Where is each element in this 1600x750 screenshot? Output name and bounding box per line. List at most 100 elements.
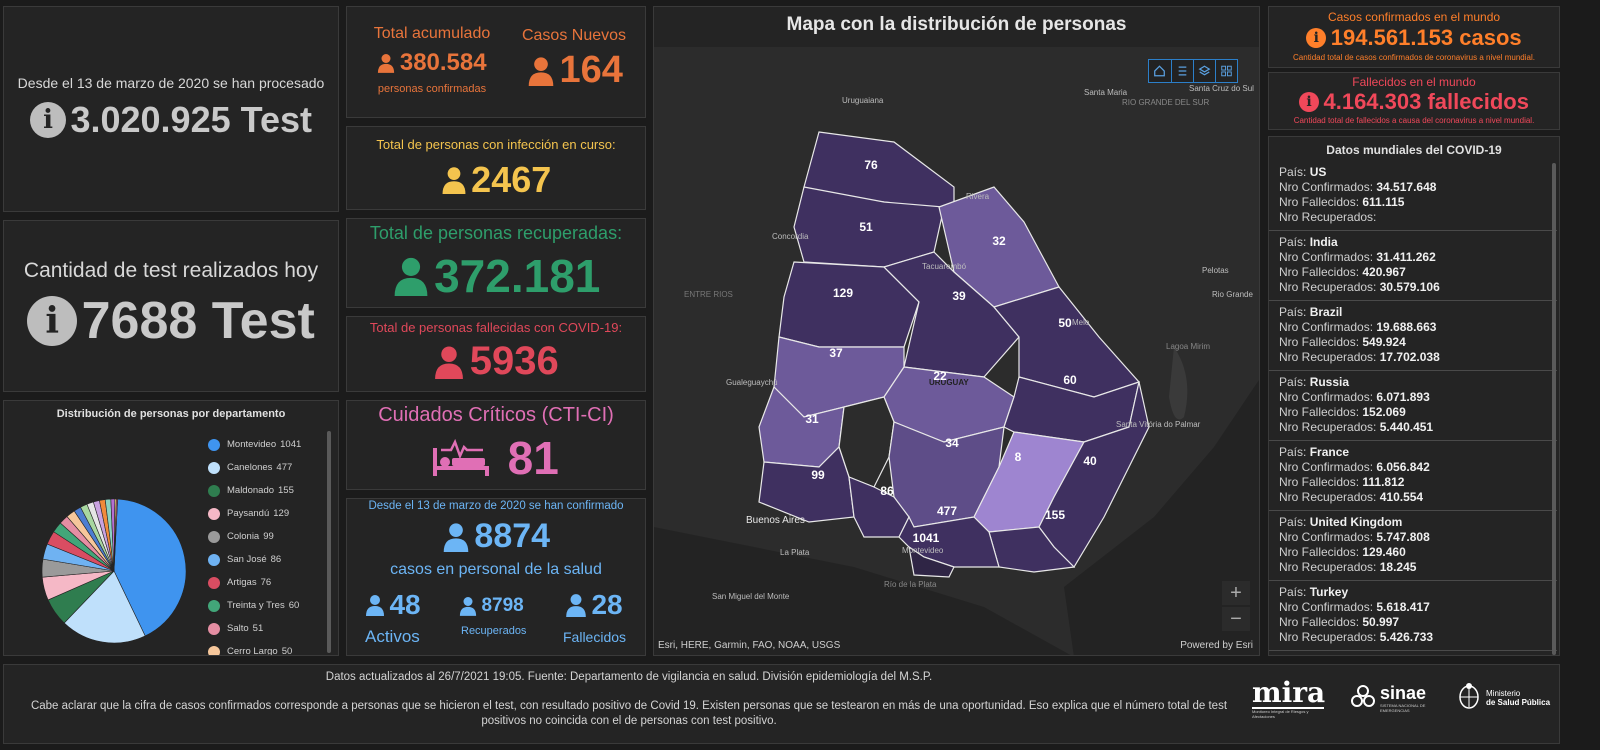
pie-legend-item[interactable]: Treinta y Tres 60 [208, 594, 323, 617]
world-item-country-label: País: [1279, 585, 1310, 599]
world-deaths-value: 4.164.303 fallecidos [1323, 89, 1529, 114]
staff-deaths-label: Fallecidos [563, 629, 627, 645]
pie-chart-panel: Distribución de personas por departament… [3, 400, 339, 656]
zoom-out-button[interactable]: − [1222, 607, 1250, 631]
staff-recovered-value: 8798 [481, 595, 524, 616]
world-item-country-row: País: Brazil [1279, 305, 1547, 320]
tests-total-value: 3.020.925 Test [70, 99, 312, 140]
pie-legend-item[interactable]: Maldonado 155 [208, 479, 323, 502]
world-list-item[interactable]: País: India Nro Confirmados: 31.411.262 Nr… [1269, 231, 1557, 301]
world-item-deaths-label: Nro Fallecidos: [1279, 405, 1363, 419]
tests-today-label: Cantidad de test realizados hoy [23, 259, 319, 282]
person-icon [366, 595, 384, 616]
pie-legend-scrollbar[interactable] [327, 431, 331, 653]
recovered-panel: Total de personas recuperadas: 372.181 [346, 218, 646, 308]
map-canvas[interactable]: Uruguaiana Santa Maria Santa Cruz do Sul… [654, 47, 1260, 656]
dept-rocha [1038, 381, 1150, 568]
new-cases-label: Casos Nuevos [521, 27, 627, 44]
pie-legend-item[interactable]: Cerro Largo 50 [208, 640, 323, 656]
world-item-recovered-value: 30.579.106 [1379, 280, 1440, 294]
pie-legend-item[interactable]: Colonia 99 [208, 525, 323, 548]
map-place-label: Santa Maria [1084, 88, 1128, 97]
world-item-deaths-row: Nro Fallecidos: 111.812 [1279, 475, 1547, 490]
home-icon[interactable] [1149, 60, 1171, 82]
pie-legend-item[interactable]: Artigas 76 [208, 571, 323, 594]
zoom-in-button[interactable]: + [1222, 581, 1250, 605]
legend-label: Cerro Largo [227, 646, 278, 656]
uruguay-departments[interactable] [758, 131, 1150, 578]
map-place-label: Río de la Plata [884, 580, 937, 589]
info-icon: i [27, 296, 78, 346]
msp-logo-line1: Ministerio [1486, 689, 1521, 698]
staff-active-label: Activos [365, 627, 420, 646]
dept-value-label: 8 [1015, 450, 1022, 464]
tests-total-label: Desde el 13 de marzo de 2020 se han proc… [17, 75, 325, 91]
world-item-confirmed-value: 6.056.842 [1376, 460, 1430, 474]
map-powered-by[interactable]: Powered by Esri [1180, 640, 1253, 651]
world-item-confirmed-value: 19.688.663 [1376, 320, 1437, 334]
layers-icon[interactable] [1193, 60, 1215, 82]
world-item-country-row: País: France [1279, 445, 1547, 460]
legend-swatch [208, 461, 220, 474]
world-item-deaths-row: Nro Fallecidos: 129.460 [1279, 545, 1547, 560]
world-list-item[interactable]: País: ArgentinaNro Confirmados: 4.846.61… [1269, 651, 1557, 655]
dept-value-label: 477 [937, 504, 957, 518]
dept-value-label: 40 [1083, 454, 1097, 468]
pie-slice-canelones[interactable] [63, 570, 146, 644]
list-icon[interactable] [1171, 60, 1193, 82]
pie-legend-item[interactable]: Salto 51 [208, 617, 323, 640]
world-item-deaths-label: Nro Fallecidos: [1279, 195, 1363, 209]
world-confirmed-value: 194.561.153 casos [1330, 25, 1522, 50]
pie-legend-item[interactable]: Montevideo 1041 [208, 433, 323, 456]
sinae-symbol-icon [1351, 685, 1375, 707]
grid-icon[interactable] [1215, 60, 1237, 82]
active-value: 2467 [471, 159, 552, 200]
world-item-deaths-label: Nro Fallecidos: [1279, 265, 1363, 279]
world-list-item[interactable]: País: United Kingdom Nro Confirmados: 5.7… [1269, 511, 1557, 581]
world-item-recovered-value: 5.426.733 [1379, 630, 1434, 644]
world-deaths-note: Cantidad total de fallecidos a causa del… [1293, 116, 1535, 125]
tests-today-value-row: i 7688 Test [4, 291, 338, 351]
world-item-confirmed-row: Nro Confirmados: 34.517.648 [1279, 180, 1547, 195]
world-item-deaths-value: 420.967 [1362, 265, 1406, 279]
person-icon [459, 597, 477, 616]
pie-slice-flores[interactable] [113, 498, 118, 572]
critical-value-row: 81 [347, 431, 645, 485]
world-item-confirmed-value: 5.747.808 [1376, 530, 1430, 544]
dept-value-label: 99 [811, 468, 825, 482]
world-item-country-value: Russia [1309, 375, 1350, 389]
world-item-deaths-row: Nro Fallecidos: 50.997 [1279, 615, 1547, 630]
map-dept-values: 76 51 32 129 39 50 37 22 60 31 34 8 40 9… [805, 158, 1097, 545]
world-list-item[interactable]: País: US Nro Confirmados: 34.517.648 Nro F… [1269, 161, 1557, 231]
pie-legend-item[interactable]: San José 86 [208, 548, 323, 571]
world-item-deaths-row: Nro Fallecidos: 152.069 [1279, 405, 1547, 420]
map-place-label: ENTRE RIOS [684, 290, 733, 299]
world-item-recovered-label: Nro Recuperados: [1279, 490, 1380, 504]
map-panel[interactable]: Mapa con la distribución de personas [653, 6, 1260, 656]
dept-value-label: 1041 [913, 531, 940, 545]
pie-slice-montevideo[interactable] [113, 498, 187, 637]
legend-value: 51 [252, 623, 264, 634]
world-item-confirmed-row: Nro Confirmados: 5.618.417 [1279, 600, 1547, 615]
legend-value: 50 [281, 646, 293, 656]
confirmed-label: Total acumulado [373, 25, 491, 42]
world-item-recovered-row: Nro Recuperados: 5.440.451 [1279, 420, 1547, 435]
footer-disclaimer-text: Cabe aclarar que la cifra de casos confi… [30, 700, 1228, 727]
legend-value: 155 [278, 485, 294, 496]
legend-swatch [208, 645, 220, 655]
person-icon [435, 346, 464, 379]
world-list-item[interactable]: País: France Nro Confirmados: 6.056.842 Nr… [1269, 441, 1557, 511]
world-item-deaths-value: 611.115 [1362, 195, 1405, 209]
world-list-item[interactable]: País: Brazil Nro Confirmados: 19.688.663 N… [1269, 301, 1557, 371]
world-list[interactable]: País: US Nro Confirmados: 34.517.648 Nro F… [1269, 161, 1557, 655]
pie-legend-item[interactable]: Paysandú 129 [208, 502, 323, 525]
info-icon: i [1306, 28, 1327, 48]
world-list-item[interactable]: País: Russia Nro Confirmados: 6.071.893 Nr… [1269, 371, 1557, 441]
pie-legend-item[interactable]: Canelones 477 [208, 456, 323, 479]
map-place-label: Montevideo [902, 546, 944, 555]
legend-swatch [208, 553, 220, 566]
mira-logo-text: mira [1252, 676, 1326, 709]
world-list-item[interactable]: País: Turkey Nro Confirmados: 5.618.417 Nr… [1269, 581, 1557, 651]
world-list-scrollbar[interactable] [1552, 163, 1556, 655]
map-toolbar [1148, 59, 1238, 83]
